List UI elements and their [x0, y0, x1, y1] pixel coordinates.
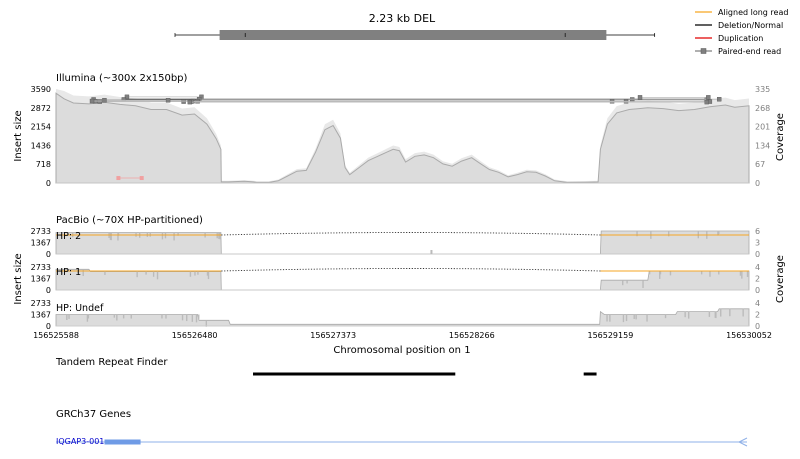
- legend-label-1: Deletion/Normal: [718, 21, 783, 30]
- illumina-right-tick-0: 335: [755, 85, 770, 94]
- x-axis-label: Chromosomal position on 1: [333, 345, 470, 356]
- illumina-right-tick-3: 134: [755, 141, 770, 150]
- pacbio-coverage-area-2: [55, 308, 750, 327]
- sv-deletion-rect: [219, 30, 607, 40]
- chart-title: 2.23 kb DEL: [369, 12, 436, 25]
- tandem-repeat-1: [583, 372, 597, 376]
- pacbio-track-0: HP: 2 2733 1367 0 6 3 0: [31, 227, 760, 259]
- legend-label-2: Duplication: [718, 34, 763, 43]
- pacbio-left-tick-1-0: 2733: [31, 263, 51, 272]
- paired-read-start-9: [187, 99, 193, 105]
- pacbio-ylabel-left: Insert size: [13, 253, 24, 304]
- pacbio-track-name-2: HP: Undef: [56, 303, 104, 314]
- paired-read-start-10: [102, 98, 107, 103]
- duplication-read-start-0: [116, 176, 121, 181]
- paired-read-end-9: [704, 99, 709, 105]
- pacbio-ylabel-right: Coverage: [775, 255, 786, 303]
- pacbio-left-tick-0-0: 2733: [31, 227, 51, 236]
- pacbio-coverage-area-0: [55, 230, 750, 255]
- illumina-right-tick-4: 67: [755, 160, 765, 169]
- deletion-split-1: [221, 268, 601, 272]
- paired-read-end-6: [181, 99, 186, 104]
- pacbio-left-tick-0-2: 0: [46, 250, 51, 259]
- illumina-right-tick-2: 201: [755, 123, 770, 132]
- pacbio-dip-0: [430, 250, 433, 254]
- pacbio-left-tick-0-1: 1367: [31, 239, 51, 248]
- x-tick-3: 156528266: [449, 331, 495, 340]
- legend-label-3: Paired-end read: [718, 47, 781, 56]
- pacbio-right-tick-2-1: 2: [755, 311, 760, 320]
- paired-read-end-3: [716, 97, 722, 102]
- tandem-repeat-0: [253, 372, 456, 376]
- x-tick-1: 156526480: [172, 331, 218, 340]
- illumina-coverage-area: [55, 92, 750, 184]
- illumina-panel: [55, 89, 750, 184]
- legend-marker-3: [700, 48, 707, 54]
- x-tick-4: 156529159: [587, 331, 633, 340]
- illumina-ylabel-left: Insert size: [13, 110, 24, 161]
- illumina-left-tick-3: 1436: [31, 141, 51, 150]
- x-tick-0: 156525588: [33, 331, 79, 340]
- tandem-repeat-track: [253, 372, 597, 376]
- pacbio-right-tick-0-1: 3: [755, 239, 760, 248]
- legend: Aligned long read Deletion/Normal Duplicat…: [695, 8, 788, 56]
- pacbio-tracks: HP: 2 2733 1367 0 6 3 0 HP: 1 2733 1367 0 4 2 0 HP: Un…: [31, 227, 760, 331]
- paired-read-end-11: [706, 95, 711, 100]
- illumina-left-tick-5: 0: [46, 179, 51, 188]
- illumina-right-tick-5: 0: [755, 179, 760, 188]
- illumina-left-tick-0: 3590: [31, 85, 51, 94]
- sv-deletion-bar: [174, 30, 656, 40]
- paired-read-start-6: [97, 99, 102, 104]
- duplication-read-end-0: [139, 176, 144, 181]
- illumina-ylabel-right: Coverage: [775, 113, 786, 161]
- gene-name: IQGAP3-001: [56, 437, 104, 446]
- gene-track: [56, 437, 748, 447]
- pacbio-title: PacBio (~70X HP-partitioned): [56, 215, 203, 226]
- illumina-left-tick-4: 718: [36, 160, 51, 169]
- pacbio-track-name-1: HP: 1: [56, 267, 81, 278]
- trf-title: Tandem Repeat Finder: [55, 357, 168, 368]
- pacbio-right-tick-1-1: 2: [755, 275, 760, 284]
- illumina-right-tick-1: 268: [755, 104, 770, 113]
- pacbio-left-tick-1-2: 0: [46, 286, 51, 295]
- illumina-coverage-axis: 335 268 201 134 67 0: [755, 85, 770, 188]
- legend-label-0: Aligned long read: [718, 8, 788, 17]
- pacbio-right-tick-1-2: 0: [755, 286, 760, 295]
- gene-strand-arrow: [737, 437, 748, 447]
- deletion-split-0: [221, 232, 601, 236]
- pacbio-right-tick-1-0: 4: [755, 263, 760, 272]
- illumina-insert-size-axis: 3590 2872 2154 1436 718 0: [31, 85, 51, 188]
- x-axis: 156525588 156526480 156527373 156528266 1565…: [33, 325, 772, 340]
- pacbio-track-name-0: HP: 2: [56, 231, 81, 242]
- pacbio-coverage-area-1: [55, 268, 750, 291]
- paired-read-end-10: [165, 98, 171, 103]
- pacbio-left-tick-2-1: 1367: [31, 311, 51, 320]
- gene-exon: [104, 439, 141, 445]
- pacbio-right-tick-0-2: 0: [755, 250, 760, 259]
- illumina-title: Illumina (~300x 2x150bp): [56, 73, 188, 84]
- pacbio-right-tick-2-2: 0: [755, 322, 760, 331]
- x-tick-5: 156530052: [726, 331, 772, 340]
- genes-title: GRCh37 Genes: [56, 409, 131, 420]
- pacbio-left-tick-2-0: 2733: [31, 299, 51, 308]
- paired-read-start-11: [637, 95, 643, 100]
- pacbio-track-1: HP: 1 2733 1367 0 4 2 0: [31, 263, 760, 295]
- pacbio-left-tick-2-2: 0: [46, 322, 51, 331]
- pacbio-right-tick-0-0: 6: [755, 227, 760, 236]
- x-tick-2: 156527373: [310, 331, 356, 340]
- pacbio-left-tick-1-1: 1367: [31, 275, 51, 284]
- pacbio-right-tick-2-0: 4: [755, 299, 760, 308]
- illumina-left-tick-2: 2154: [31, 123, 51, 132]
- paired-read-start-7: [89, 98, 95, 104]
- illumina-left-tick-1: 2872: [31, 104, 51, 113]
